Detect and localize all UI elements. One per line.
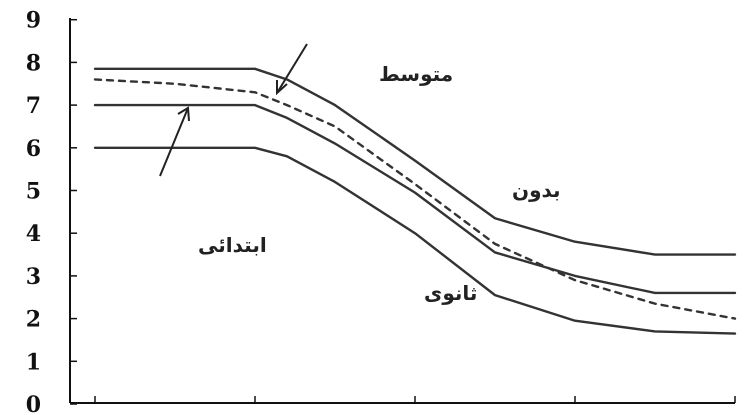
y-tick-label: 4 (26, 221, 41, 247)
y-tick-label: 2 (26, 307, 41, 333)
annotations: متوسط بدون ابتدائی ثانوی (159, 43, 561, 305)
series-line-2 (93, 78, 737, 320)
series-line-4 (93, 146, 737, 335)
y-tick-label: 8 (26, 50, 41, 76)
y-tick-label: 7 (26, 93, 41, 119)
label-sanavi: ثانوی (424, 281, 477, 305)
arrowhead-ebtedai (177, 106, 190, 122)
series-line-1 (93, 67, 737, 256)
label-motavasset: متوسط (379, 62, 453, 86)
y-tick-label: 3 (26, 264, 41, 290)
y-tick-label: 0 (26, 392, 41, 415)
y-tick-label: 9 (26, 8, 41, 34)
arrow-ebtedai (159, 107, 189, 177)
label-bedun: بدون (512, 178, 561, 202)
y-axis: 0 1 2 3 4 5 6 7 8 9 (26, 8, 77, 415)
arrow-motavasset (276, 43, 308, 94)
arrowhead-motavasset (276, 80, 288, 96)
series-line-3 (93, 103, 737, 295)
label-ebtedai: ابتدائی (198, 233, 267, 257)
series-lines (93, 67, 737, 335)
y-tick-label: 6 (26, 136, 41, 162)
y-tick-label: 1 (26, 349, 41, 375)
x-axis (70, 396, 736, 404)
y-tick-label: 5 (26, 179, 41, 205)
